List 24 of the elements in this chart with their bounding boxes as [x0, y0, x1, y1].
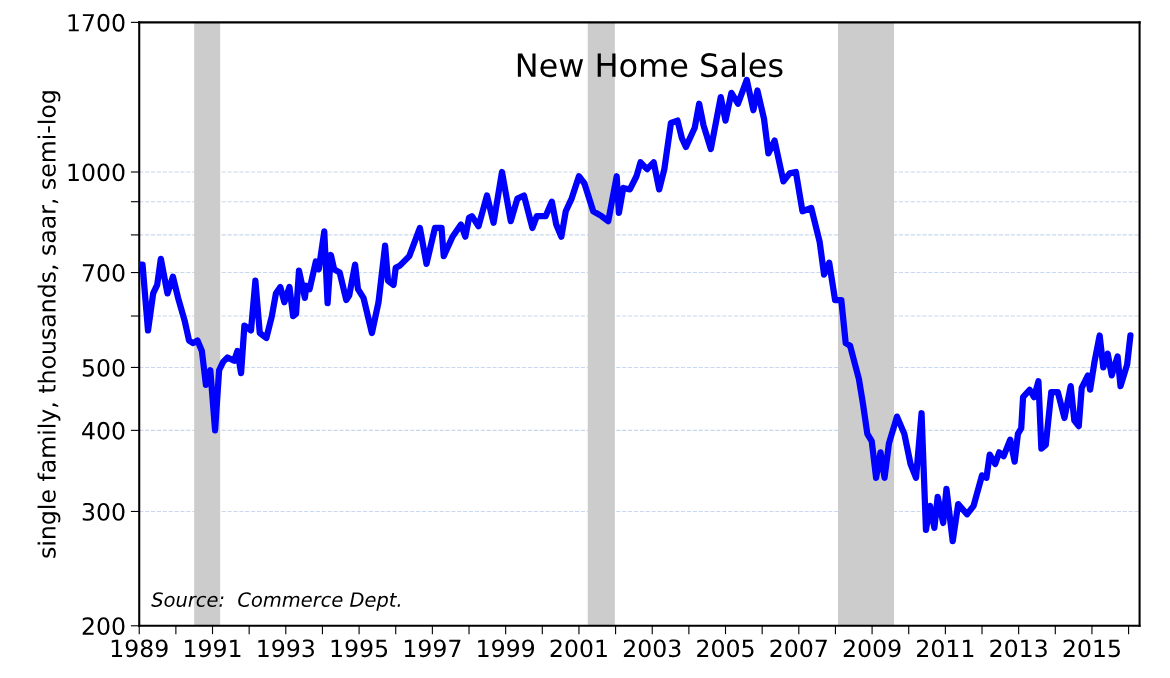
x-tick-label: 1995 [331, 639, 388, 658]
annotation: Source: Commerce Dept. [151, 592, 400, 611]
x-tick-label: 1999 [478, 639, 535, 658]
x-tick-label: 2015 [1063, 639, 1120, 658]
x-tick-label: 1991 [185, 639, 241, 658]
y-tick-label: 300 [82, 502, 125, 521]
y-axis-title: single family, thousands, saar, semi-log [37, 91, 61, 558]
y-tick-label: 1700 [68, 13, 125, 32]
x-tick-label: 2009 [843, 639, 901, 658]
x-tick-label: 1997 [404, 639, 461, 658]
x-tick-label: 1989 [111, 639, 168, 658]
x-tick-label: 2003 [623, 639, 681, 658]
text: New Home Sales [517, 52, 783, 78]
x-tick-label: 2013 [990, 639, 1047, 658]
y-tick-label: 500 [82, 358, 125, 377]
x-tick-label: 2007 [770, 639, 827, 658]
y-tick-label: 200 [82, 617, 125, 636]
x-tick-label: 2001 [550, 639, 607, 658]
x-tick-label: 1993 [258, 639, 314, 658]
x-tick-label: 2011 [917, 639, 974, 658]
y-tick-label: 1000 [68, 163, 125, 182]
y-tick-label: 400 [82, 421, 125, 440]
x-tick-label: 2005 [697, 639, 754, 658]
y-tick-label: 700 [82, 264, 125, 282]
